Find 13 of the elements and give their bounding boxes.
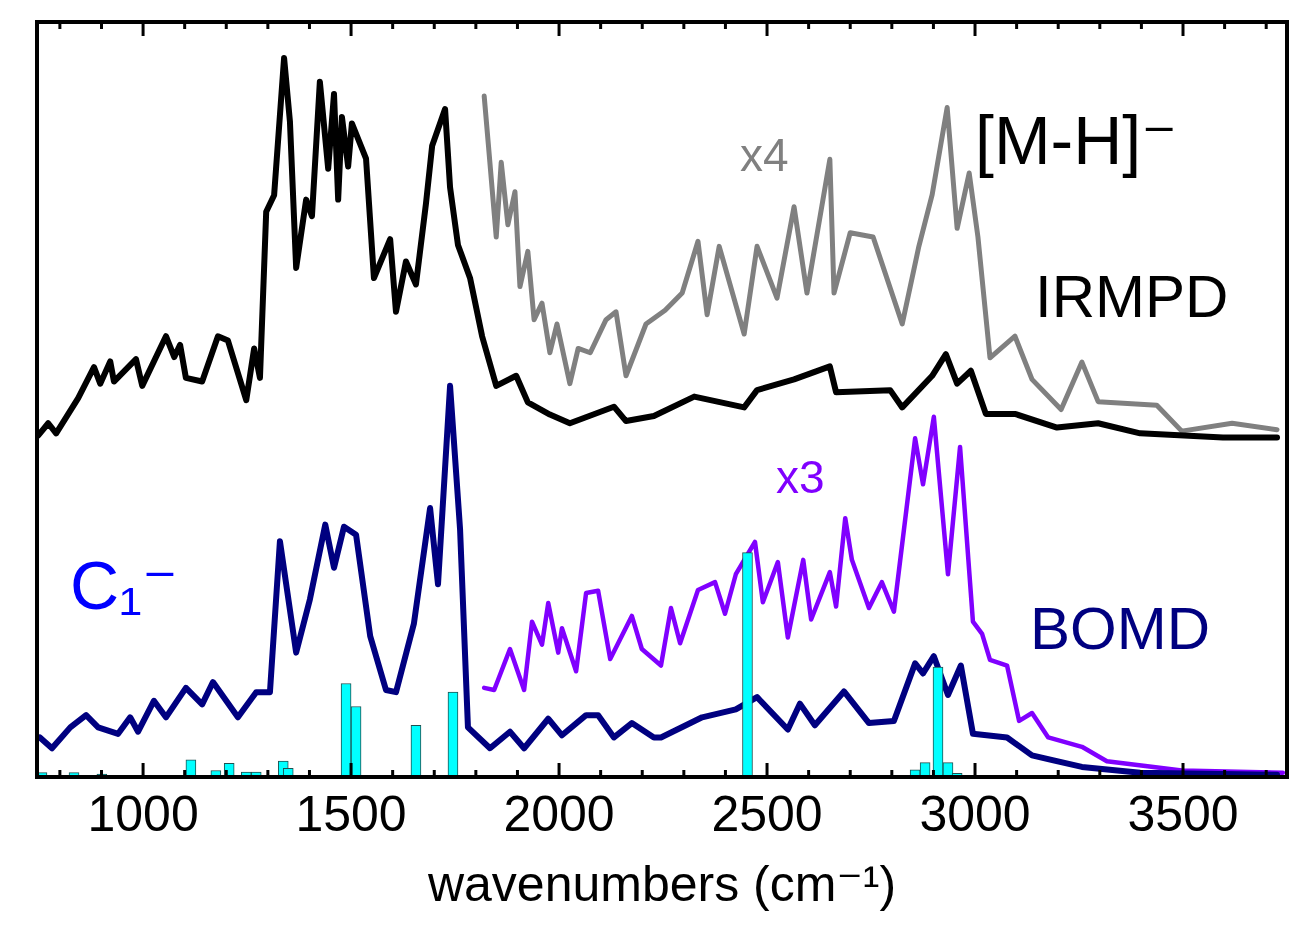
annotation: C₁⁻ [70,546,178,623]
series-label: x4 [740,128,789,181]
x-tick-label: 1000 [87,785,199,842]
x-tick-label: 3000 [919,785,1031,842]
x-axis-title: wavenumbers (cm⁻¹) [426,855,897,912]
x-tick-label: 2500 [711,785,823,842]
x-tick-label: 1500 [295,785,407,842]
series-label: IRMPD [1035,262,1229,330]
annotation: [M-H]⁻ [975,101,1178,178]
x-tick-label: 3500 [1127,785,1239,842]
series-label: BOMD [1030,594,1210,662]
x-tick-label: 2000 [503,785,615,842]
series-label: x3 [776,450,825,503]
